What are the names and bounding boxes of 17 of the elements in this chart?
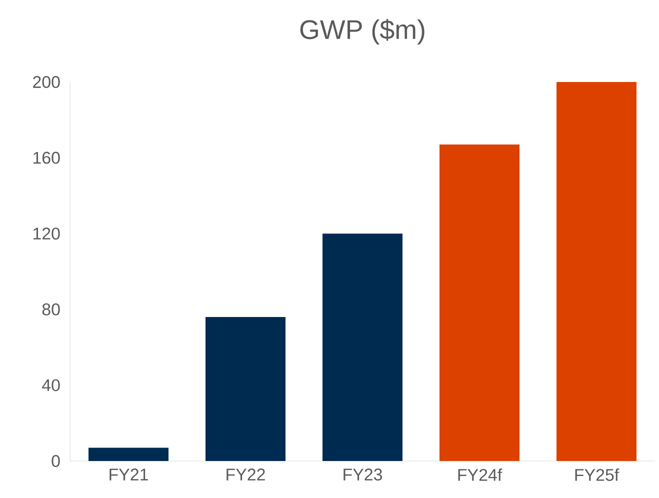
y-tick-label: 40 [42,379,60,392]
bar [88,448,168,461]
x-tick-label: FY22 [226,468,265,480]
x-tick-label: FY25f [575,468,620,481]
bar [556,82,637,461]
y-tick-label: 80 [42,303,60,316]
x-tick-label: FY23 [344,468,382,481]
y-tick-label: 160 [34,152,60,164]
bar [440,144,520,461]
y-tick-label: 120 [34,228,60,240]
x-tick-label: FY21 [110,468,148,480]
chart-title: GWP ($m) [300,19,424,45]
bar [206,316,286,461]
x-tick-label: FY24f [458,468,502,481]
bar [322,234,402,461]
y-tick-label: 200 [33,76,60,88]
y-tick-label: 0 [52,455,60,467]
